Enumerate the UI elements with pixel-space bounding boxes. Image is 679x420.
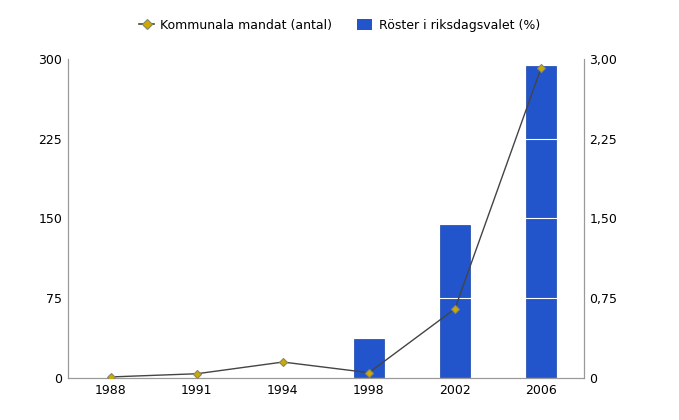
Bar bbox=[354, 339, 384, 378]
Bar bbox=[440, 225, 470, 378]
Legend: Kommunala mandat (antal), Röster i riksdagsvalet (%): Kommunala mandat (antal), Röster i riksd… bbox=[135, 15, 544, 35]
Bar bbox=[526, 66, 556, 378]
